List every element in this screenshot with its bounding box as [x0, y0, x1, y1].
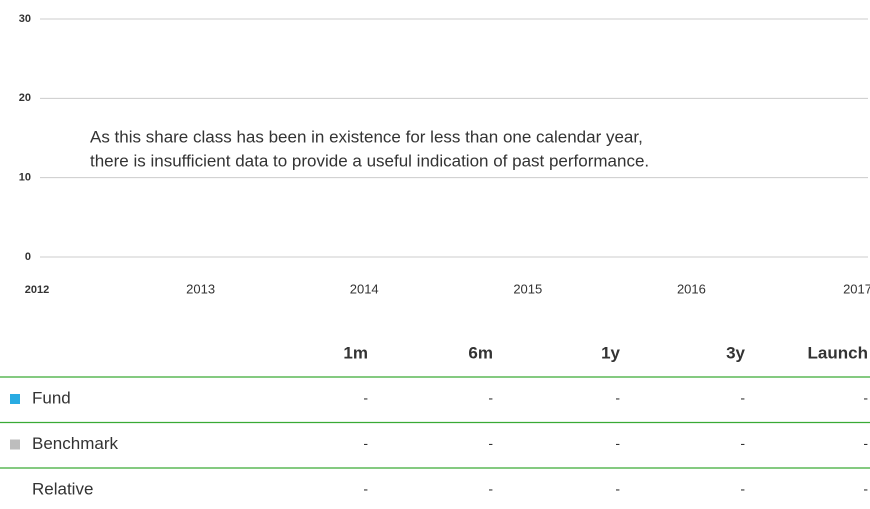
- x-tick-label: 2015: [513, 281, 542, 296]
- cell: -: [363, 435, 368, 451]
- cell: -: [740, 390, 745, 406]
- cell: -: [615, 481, 620, 497]
- y-tick-label: 30: [19, 13, 31, 25]
- cell: -: [615, 435, 620, 451]
- column-header: 3y: [726, 343, 745, 362]
- legend-swatch: [10, 439, 20, 450]
- row-label: Relative: [32, 479, 93, 498]
- cell: -: [740, 481, 745, 497]
- annotation: As this share class has been in existenc…: [90, 127, 643, 146]
- cell: -: [488, 390, 493, 406]
- column-header: 6m: [468, 343, 493, 362]
- cell: -: [863, 390, 868, 406]
- cell: -: [363, 481, 368, 497]
- row-label: Benchmark: [32, 434, 118, 453]
- cell: -: [488, 435, 493, 451]
- cell: -: [863, 481, 868, 497]
- x-tick-label: 2013: [186, 281, 215, 296]
- cell: -: [740, 435, 745, 451]
- y-tick-label: 0: [25, 251, 31, 263]
- cell: -: [488, 481, 493, 497]
- legend-swatch: [10, 394, 20, 404]
- x-tick-label: 2017: [843, 281, 870, 296]
- x-tick-label: 2012: [25, 284, 49, 296]
- y-tick-label: 10: [19, 172, 31, 184]
- column-header: Launch: [808, 343, 868, 362]
- x-tick-label: 2016: [677, 281, 706, 296]
- cell: -: [363, 390, 368, 406]
- x-tick-label: 2014: [350, 281, 379, 296]
- column-header: 1y: [601, 343, 620, 362]
- y-tick-label: 20: [19, 92, 31, 104]
- column-header: 1m: [343, 343, 368, 362]
- cell: -: [863, 435, 868, 451]
- cell: -: [615, 390, 620, 406]
- row-label: Fund: [32, 388, 71, 407]
- annotation: there is insufficient data to provide a …: [90, 151, 649, 170]
